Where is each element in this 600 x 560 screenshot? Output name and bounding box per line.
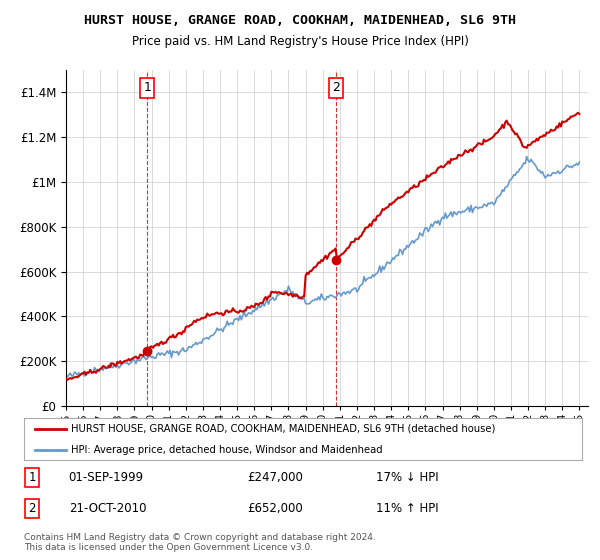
Text: HURST HOUSE, GRANGE ROAD, COOKHAM, MAIDENHEAD, SL6 9TH: HURST HOUSE, GRANGE ROAD, COOKHAM, MAIDE… — [84, 14, 516, 27]
Text: HPI: Average price, detached house, Windsor and Maidenhead: HPI: Average price, detached house, Wind… — [71, 445, 383, 455]
Text: £652,000: £652,000 — [247, 502, 303, 515]
Text: £247,000: £247,000 — [247, 471, 303, 484]
Text: 1: 1 — [143, 81, 151, 95]
Text: 11% ↑ HPI: 11% ↑ HPI — [376, 502, 438, 515]
Text: 1: 1 — [29, 471, 36, 484]
Text: Price paid vs. HM Land Registry's House Price Index (HPI): Price paid vs. HM Land Registry's House … — [131, 35, 469, 48]
Text: 21-OCT-2010: 21-OCT-2010 — [68, 502, 146, 515]
Text: This data is licensed under the Open Government Licence v3.0.: This data is licensed under the Open Gov… — [24, 543, 313, 552]
Text: 2: 2 — [29, 502, 36, 515]
Text: 01-SEP-1999: 01-SEP-1999 — [68, 471, 144, 484]
Text: 17% ↓ HPI: 17% ↓ HPI — [376, 471, 438, 484]
Text: 2: 2 — [332, 81, 340, 95]
Text: HURST HOUSE, GRANGE ROAD, COOKHAM, MAIDENHEAD, SL6 9TH (detached house): HURST HOUSE, GRANGE ROAD, COOKHAM, MAIDE… — [71, 424, 496, 434]
Text: Contains HM Land Registry data © Crown copyright and database right 2024.: Contains HM Land Registry data © Crown c… — [24, 533, 376, 542]
